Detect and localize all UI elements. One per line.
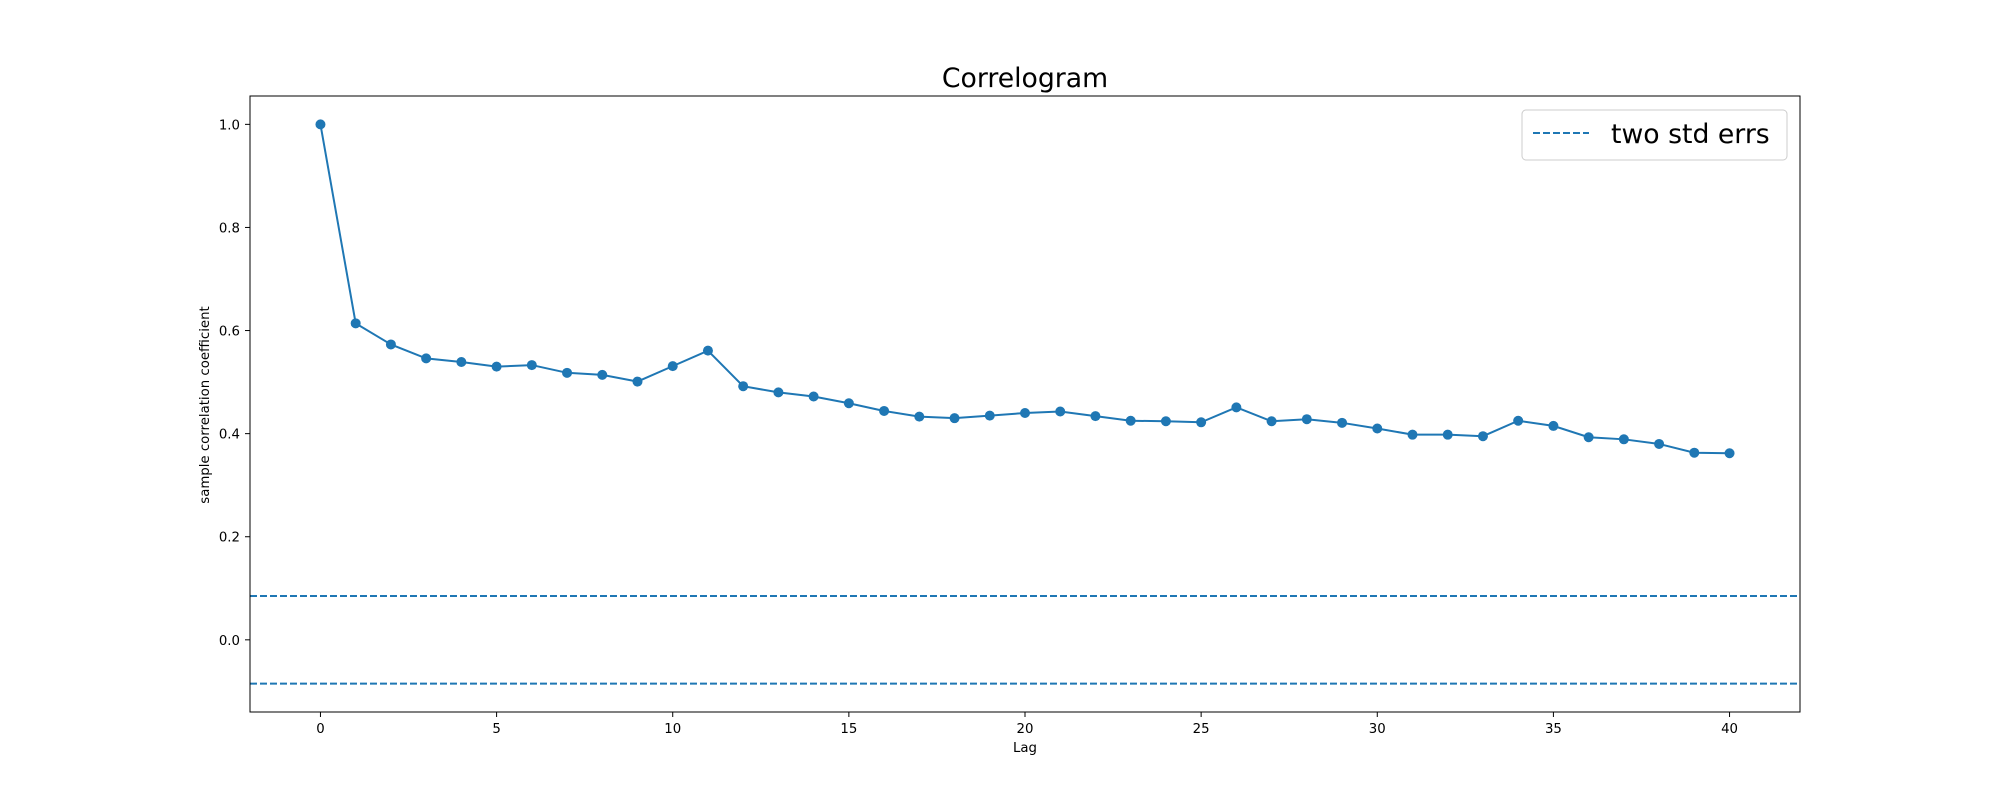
- y-tick-label-4: 0.8: [219, 221, 240, 236]
- data-point-lag-23: [1125, 415, 1136, 426]
- x-tick-label-10: 10: [664, 722, 681, 737]
- data-point-lag-33: [1477, 431, 1488, 442]
- data-point-lag-8: [597, 369, 608, 380]
- data-point-lag-3: [421, 353, 432, 364]
- y-tick-label-2: 0.4: [219, 428, 240, 443]
- data-point-lag-17: [914, 411, 925, 422]
- y-tick-label-5: 1.0: [219, 118, 240, 133]
- data-point-lag-20: [1020, 408, 1030, 419]
- x-tick-label-25: 25: [1193, 722, 1210, 737]
- data-point-lag-26: [1231, 402, 1242, 413]
- chart-title: Correlogram: [942, 63, 1108, 94]
- data-point-lag-21: [1055, 406, 1066, 417]
- data-point-lag-37: [1618, 434, 1629, 445]
- data-point-lag-1: [350, 318, 361, 329]
- data-point-lag-32: [1442, 429, 1453, 440]
- legend-box: [1521, 109, 1788, 161]
- data-point-lag-28: [1301, 414, 1312, 425]
- data-point-lag-31: [1407, 429, 1418, 440]
- x-tick-label-30: 30: [1369, 722, 1386, 737]
- data-point-lag-18: [949, 413, 960, 424]
- data-point-lag-40: [1724, 448, 1735, 459]
- data-point-lag-24: [1160, 416, 1171, 427]
- data-point-lag-16: [879, 405, 890, 416]
- legend-label: two std errs: [1611, 119, 1770, 150]
- x-tick-label-20: 20: [1017, 722, 1034, 737]
- data-point-lag-15: [843, 398, 854, 409]
- data-point-lag-35: [1548, 420, 1559, 431]
- data-point-lag-11: [702, 345, 713, 356]
- y-axis-label: sample correlation coefficient: [198, 306, 213, 503]
- data-point-lag-12: [738, 381, 749, 392]
- data-point-lag-34: [1513, 415, 1524, 426]
- x-tick-label-40: 40: [1721, 722, 1738, 737]
- x-tick-label-0: 0: [316, 722, 324, 737]
- x-tick-label-35: 35: [1545, 722, 1562, 737]
- data-point-lag-14: [808, 391, 819, 402]
- data-point-lag-22: [1090, 411, 1101, 422]
- data-point-lag-0: [315, 119, 326, 130]
- plot-area: 0 5 10 15 20 25 30 35 40 0.0 0.2 0.4 0.6 0.8 1.0: [219, 95, 1801, 737]
- data-point-lag-29: [1337, 417, 1348, 428]
- data-point-lag-25: [1196, 417, 1207, 428]
- y-tick-label-3: 0.6: [219, 325, 240, 340]
- data-point-lag-30: [1372, 423, 1383, 434]
- data-point-lag-27: [1266, 416, 1277, 427]
- data-point-lag-36: [1583, 432, 1594, 443]
- legend: two std errs: [1521, 109, 1788, 161]
- data-point-lag-5: [491, 361, 502, 372]
- data-point-lag-13: [773, 387, 784, 398]
- data-point-lag-6: [526, 360, 537, 371]
- data-point-lag-9: [632, 376, 643, 387]
- y-tick-label-0: 0.0: [219, 634, 240, 649]
- x-axis-label: Lag: [1013, 741, 1037, 756]
- data-point-lag-38: [1654, 438, 1665, 449]
- data-point-lag-19: [984, 410, 995, 421]
- data-point-lag-4: [456, 356, 467, 367]
- data-point-lag-39: [1689, 447, 1700, 458]
- y-tick-label-1: 0.2: [219, 531, 240, 546]
- x-tick-label-5: 5: [492, 722, 500, 737]
- x-tick-label-15: 15: [840, 722, 857, 737]
- data-point-lag-2: [385, 339, 396, 350]
- data-point-lag-10: [667, 361, 678, 372]
- data-point-lag-7: [562, 367, 573, 378]
